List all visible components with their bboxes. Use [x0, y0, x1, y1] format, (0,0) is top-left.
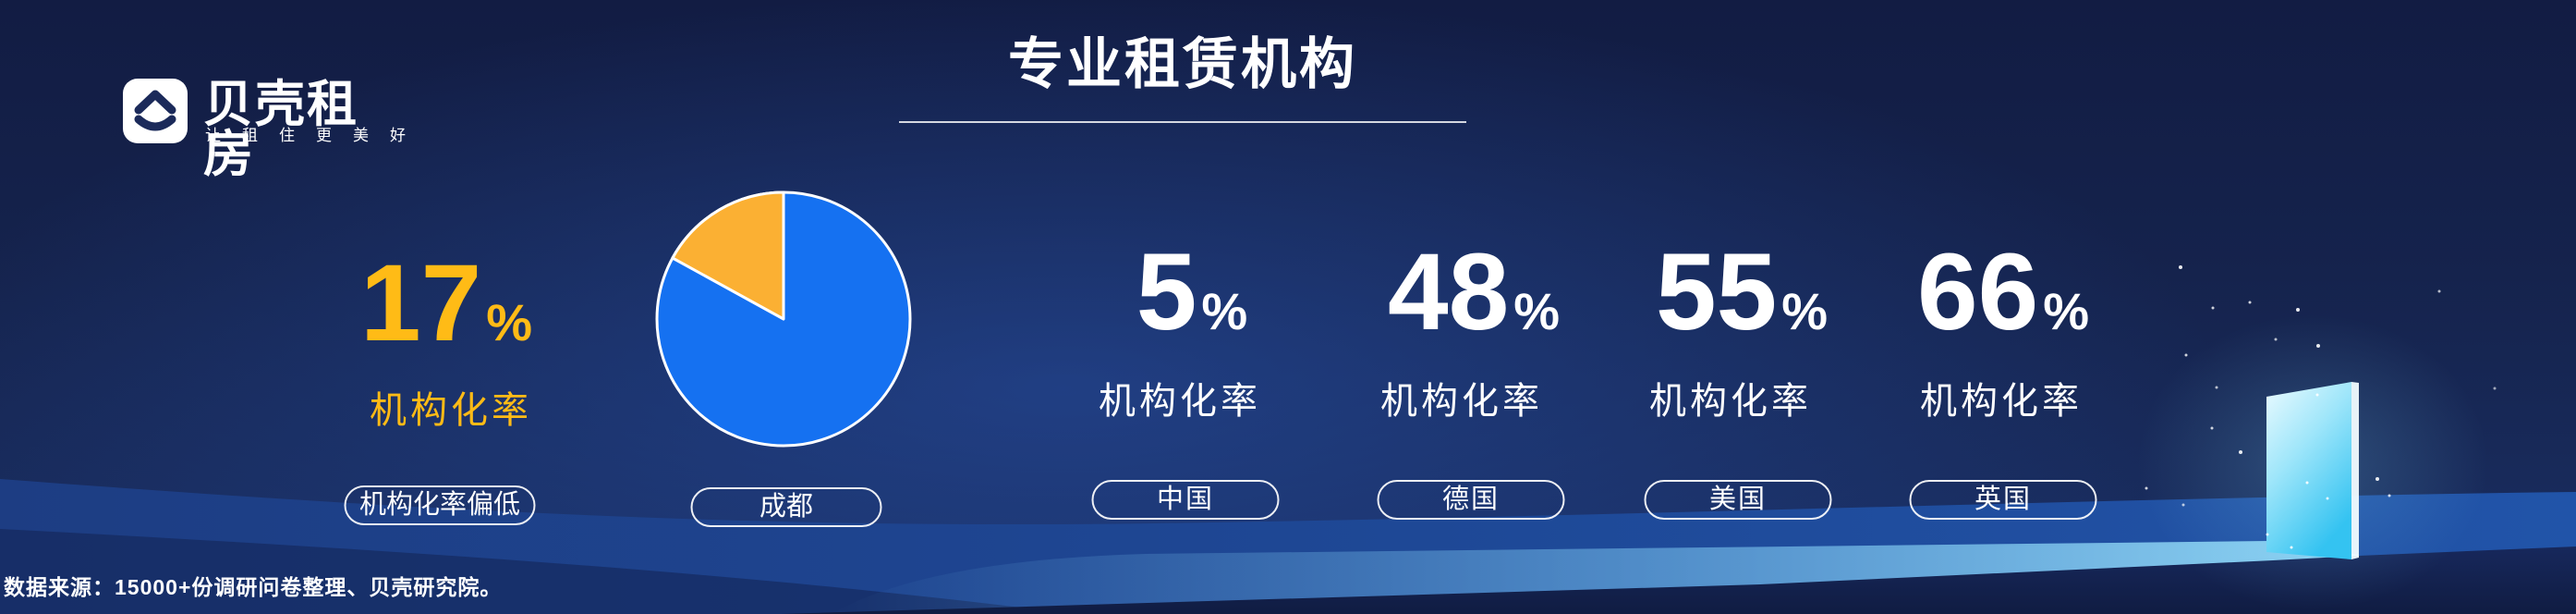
beike-logo-icon [123, 79, 188, 143]
wave-shadow [0, 529, 1072, 614]
highlight-badge: 机构化率偏低 [344, 485, 536, 525]
title-underline [899, 121, 1466, 123]
foreground-plane [781, 546, 2576, 614]
sky-glow [0, 0, 2218, 614]
country-badge: 英国 [1909, 480, 2097, 520]
pie-chart-chengdu [650, 185, 917, 458]
pie-city-badge: 成都 [690, 487, 882, 527]
data-source-note: 数据来源：15000+份调研问卷整理、贝壳研究院。 [4, 575, 503, 599]
stat-value: 5% [1136, 231, 1248, 353]
logo-tagline: 让租住更美好 [205, 127, 427, 144]
stat-label: 机构化率 [1380, 381, 1543, 422]
logo-wordmark: 贝壳租房 [203, 77, 358, 182]
country-badge: 中国 [1091, 480, 1280, 520]
country-badge: 德国 [1377, 480, 1565, 520]
highlight-value: 17% [359, 242, 533, 364]
stat-label: 机构化率 [1649, 381, 1812, 422]
stat-label: 机构化率 [1920, 381, 2083, 422]
stat-value: 66% [1916, 231, 2090, 353]
country-badge: 美国 [1644, 480, 1832, 520]
star-dots [2005, 265, 2497, 549]
highlight-label: 机构化率 [370, 390, 532, 431]
pie-slice-institutional [671, 190, 785, 321]
page-title: 专业租赁机构 [1008, 33, 1357, 95]
stat-value: 48% [1387, 231, 1561, 353]
stat-label: 机构化率 [1099, 381, 1261, 422]
door-illustration [2266, 382, 2359, 559]
stat-value: 55% [1655, 231, 1829, 353]
